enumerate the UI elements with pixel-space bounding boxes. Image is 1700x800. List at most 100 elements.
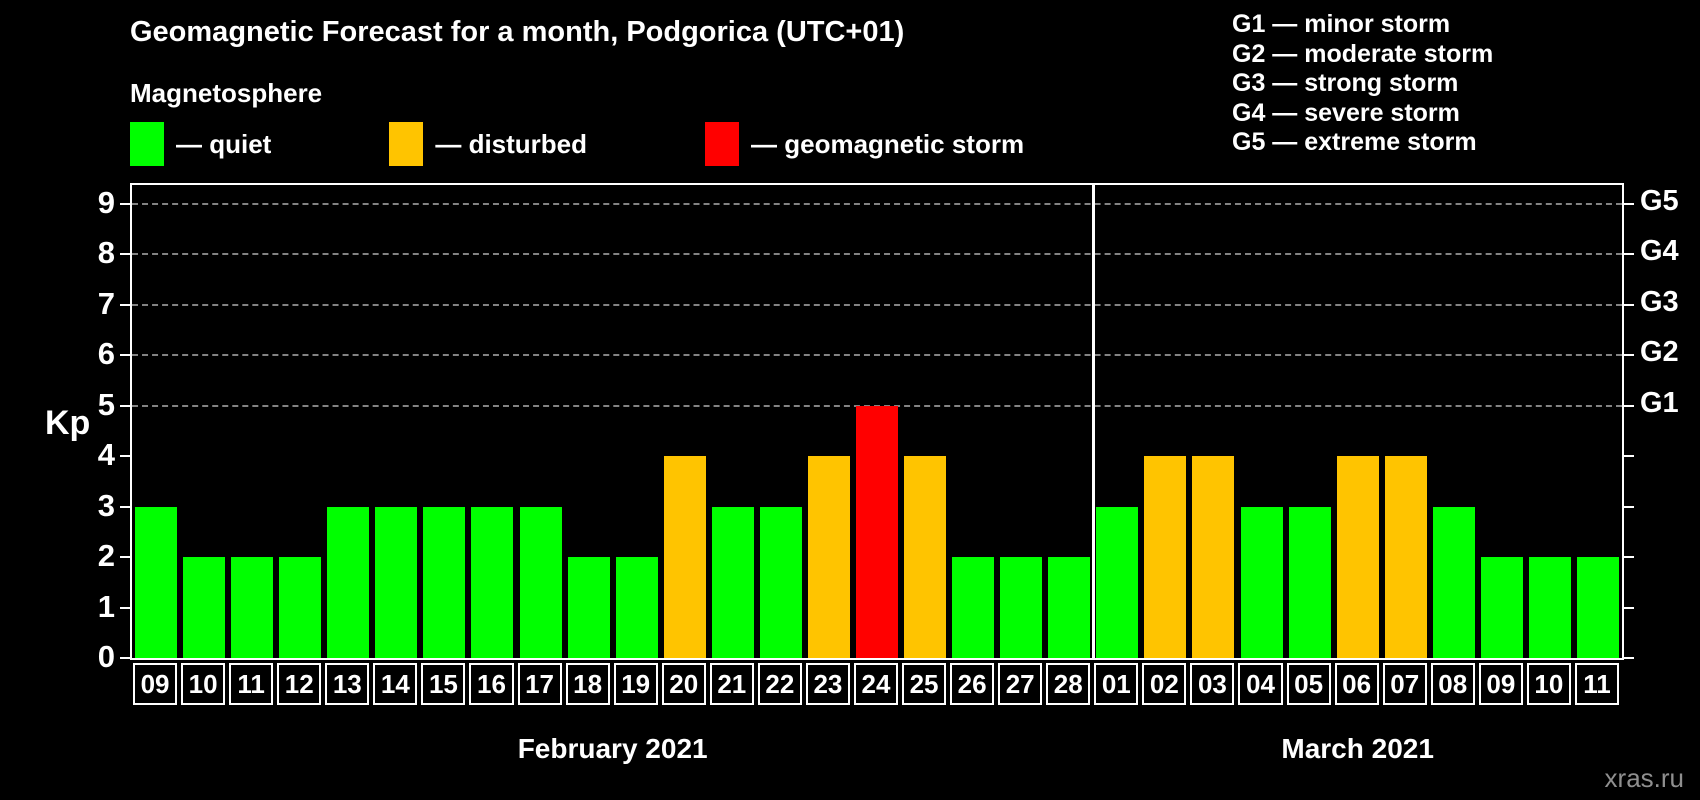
kp-bar-day-09 (135, 506, 178, 658)
storm-legend-g3: G3 — strong storm (1232, 69, 1459, 97)
date-cell-23: 23 (805, 663, 850, 705)
gridline-kp9 (132, 203, 1622, 205)
date-cell-03: 03 (1190, 663, 1235, 705)
gridline-kp7 (132, 303, 1622, 306)
y-tick-label-2: 2 (97, 538, 115, 574)
date-cell-19: 19 (613, 663, 658, 705)
kp-bar-day-19 (615, 557, 658, 658)
legend-item-disturbed: — disturbed (389, 122, 587, 166)
y-tick-label-3: 3 (97, 487, 115, 523)
date-cell-10: 10 (1526, 663, 1571, 705)
date-cell-02: 02 (1142, 663, 1187, 705)
kp-bar-day-28 (1048, 557, 1091, 658)
month-divider (1091, 185, 1095, 658)
gridline-kp5 (132, 404, 1622, 407)
kp-bar-day-03 (1192, 456, 1235, 658)
kp-bar-day-11 (1576, 557, 1619, 658)
kp-bar-day-04 (1240, 506, 1283, 658)
kp-bar-day-12 (279, 557, 322, 658)
y-tick-label-6: 6 (97, 336, 115, 372)
kp-bar-day-07 (1384, 456, 1427, 658)
date-cell-24: 24 (853, 663, 899, 705)
kp-bar-day-18 (567, 557, 610, 658)
storm-legend-g1: G1 — minor storm (1232, 10, 1451, 38)
magnetosphere-subtitle: Magnetosphere (130, 78, 323, 108)
kp-bar-day-09 (1480, 557, 1523, 658)
date-cell-01: 01 (1094, 663, 1139, 705)
disturbed-color-swatch (389, 122, 424, 166)
kp-bar-day-22 (759, 506, 802, 658)
kp-bar-day-26 (952, 557, 995, 658)
date-cell-09: 09 (1478, 663, 1523, 705)
date-cell-11: 11 (229, 663, 274, 705)
storm-scale-legend: G1 — minor storm G2 — moderate storm G3 … (1232, 10, 1493, 158)
magnetosphere-legend: — quiet — disturbed — geomagnetic storm (130, 120, 1024, 168)
date-cell-04: 04 (1238, 663, 1283, 705)
right-axis-label-g1: G1 (1640, 386, 1679, 419)
date-cell-13: 13 (325, 663, 370, 705)
date-cell-16: 16 (469, 663, 514, 705)
right-axis-label-g5: G5 (1640, 185, 1679, 217)
y-tick-label-7: 7 (97, 285, 115, 321)
legend-item-quiet: — quiet (130, 122, 271, 166)
quiet-color-swatch (130, 122, 164, 166)
gridline-kp6 (132, 354, 1622, 357)
month-label-march: March 2021 (1281, 733, 1434, 764)
kp-bar-day-08 (1432, 506, 1475, 658)
storm-legend-g2: G2 — moderate storm (1232, 39, 1494, 68)
page-title: Geomagnetic Forecast for a month, Podgor… (130, 16, 905, 48)
date-cell-18: 18 (565, 663, 610, 705)
date-cell-12: 12 (277, 663, 322, 705)
kp-bar-day-05 (1288, 506, 1331, 658)
date-cell-09: 09 (133, 663, 178, 705)
kp-bar-day-01 (1096, 506, 1139, 658)
kp-bar-day-14 (375, 506, 418, 658)
y-tick-label-1: 1 (97, 588, 115, 624)
date-cell-05: 05 (1286, 663, 1331, 705)
right-axis-label-g4: G4 (1640, 235, 1679, 268)
watermark: xras.ru (1604, 763, 1684, 793)
right-axis-label-g3: G3 (1640, 285, 1679, 318)
date-cell-15: 15 (421, 663, 466, 705)
legend-item-storm: — geomagnetic storm (705, 122, 1024, 166)
kp-bar-day-11 (231, 557, 274, 658)
kp-bar-day-24 (856, 405, 898, 658)
kp-bar-day-02 (1144, 456, 1187, 658)
kp-bar-day-10 (183, 557, 226, 658)
storm-legend-g4: G4 — severe storm (1232, 98, 1460, 127)
storm-color-swatch (705, 122, 740, 166)
legend-label-quiet: — quiet (176, 128, 272, 159)
kp-bar-day-10 (1528, 557, 1571, 658)
date-cell-14: 14 (373, 663, 418, 705)
right-axis-label-g2: G2 (1640, 336, 1679, 369)
date-cell-22: 22 (757, 663, 802, 705)
y-tick-label-9: 9 (97, 185, 115, 220)
date-cell-25: 25 (902, 663, 947, 705)
kp-bar-day-25 (904, 456, 947, 658)
kp-bar-day-06 (1336, 456, 1379, 658)
kp-bar-chart-plot-area (130, 183, 1624, 660)
date-cell-27: 27 (998, 663, 1043, 705)
date-cell-07: 07 (1382, 663, 1427, 705)
date-cell-28: 28 (1046, 663, 1091, 705)
gridline-kp8 (132, 253, 1622, 256)
date-cell-20: 20 (661, 663, 706, 705)
kp-bar-day-16 (471, 506, 514, 658)
date-cell-11: 11 (1574, 663, 1619, 705)
kp-bar-day-17 (519, 506, 562, 658)
date-cell-08: 08 (1430, 663, 1475, 705)
kp-bar-day-23 (807, 456, 850, 658)
kp-bar-day-20 (663, 456, 706, 658)
kp-bar-day-15 (423, 506, 466, 658)
date-cell-21: 21 (709, 663, 754, 705)
kp-bar-day-13 (327, 506, 370, 658)
date-cell-17: 17 (517, 663, 562, 705)
storm-legend-g5: G5 — extreme storm (1232, 128, 1477, 156)
y-tick-label-0: 0 (97, 639, 115, 674)
legend-label-disturbed: — disturbed (435, 128, 588, 159)
date-cell-10: 10 (181, 663, 226, 705)
kp-bar-day-21 (711, 506, 754, 658)
date-cell-06: 06 (1334, 663, 1379, 705)
y-tick-label-8: 8 (97, 235, 115, 271)
month-label-february: February 2021 (517, 733, 708, 764)
